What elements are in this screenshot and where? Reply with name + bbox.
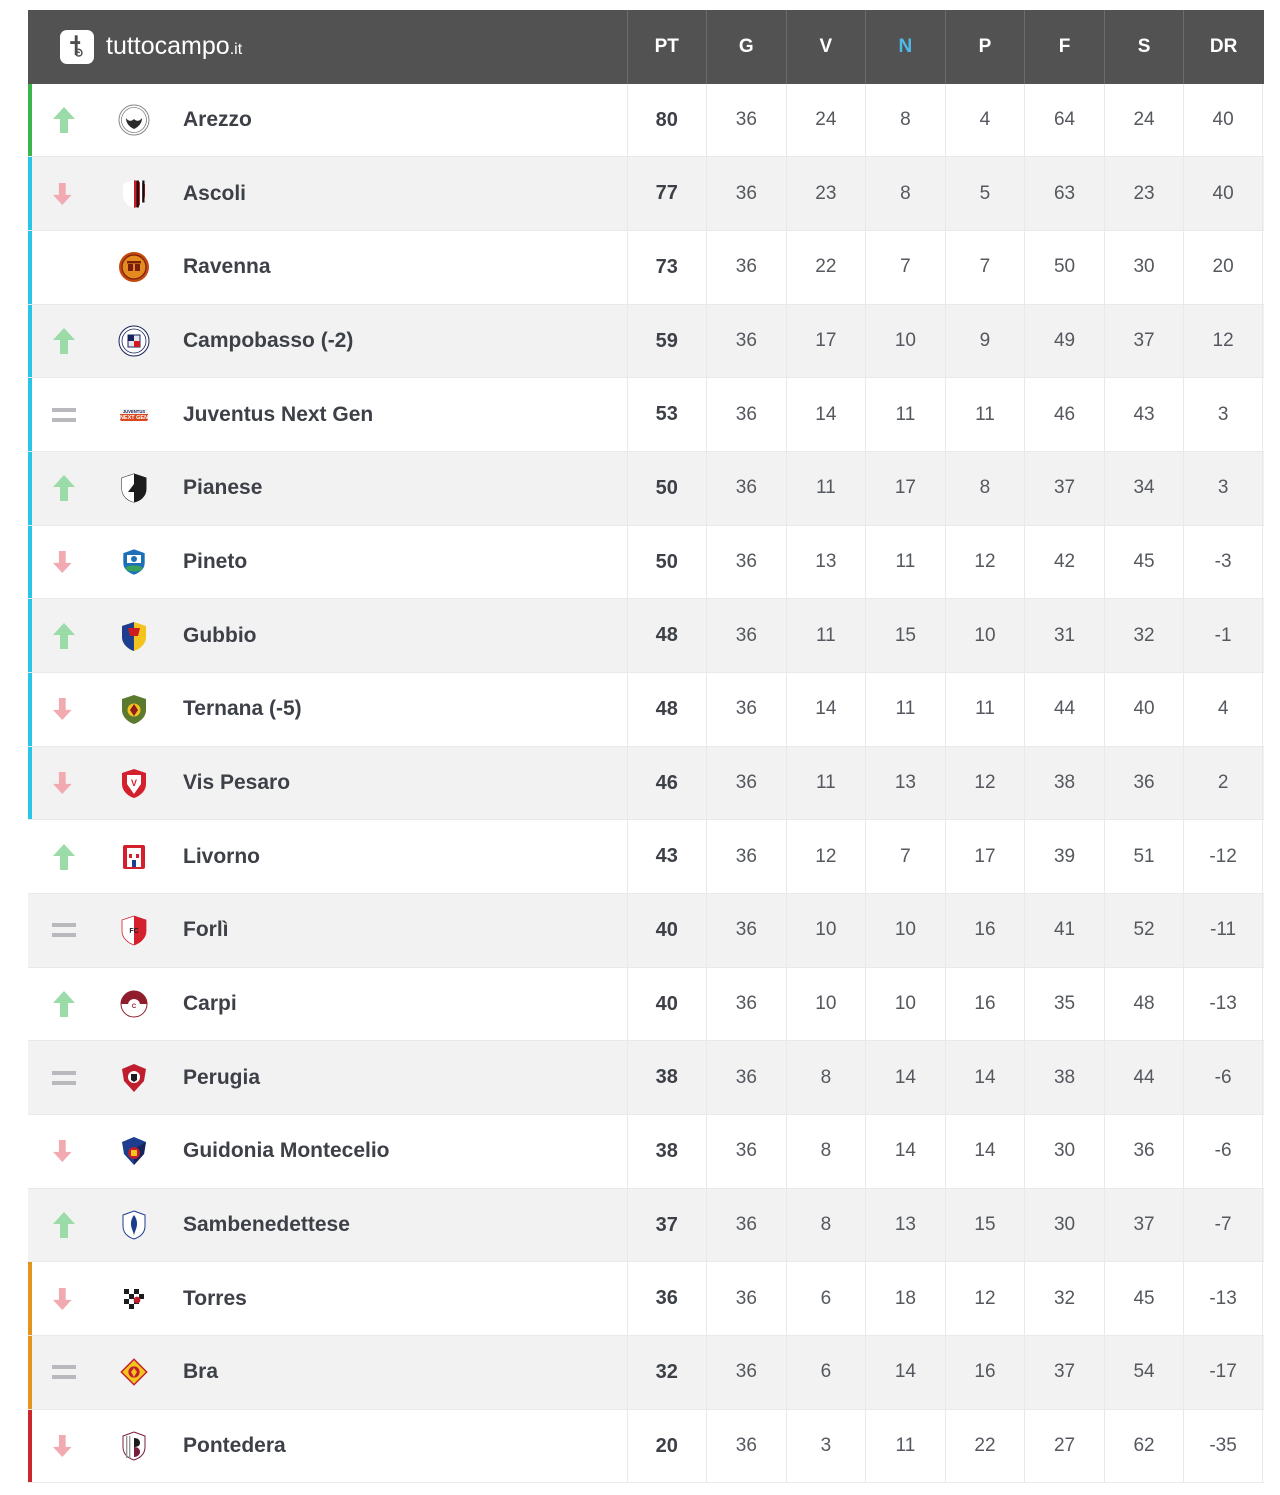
svg-text:FC: FC (129, 928, 138, 935)
svg-text:NEXT GEN: NEXT GEN (120, 415, 148, 421)
svg-text:C: C (132, 1004, 137, 1010)
svg-text:JUVENTUS: JUVENTUS (123, 409, 146, 414)
svg-text:V: V (131, 778, 137, 788)
